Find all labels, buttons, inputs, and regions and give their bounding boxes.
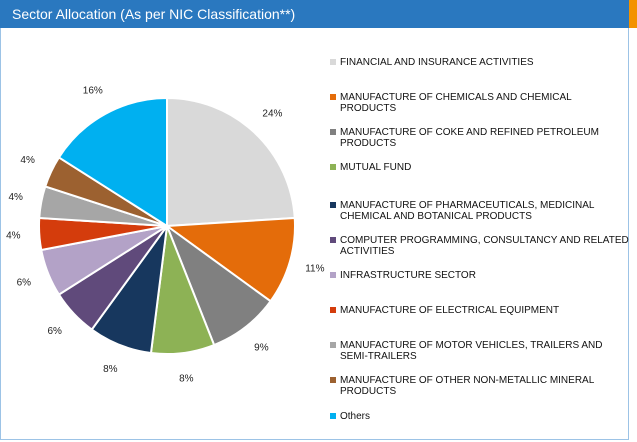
- legend-label: MANUFACTURE OF COKE AND REFINED PETROLEU…: [340, 127, 599, 149]
- legend-label: MANUFACTURE OF MOTOR VEHICLES, TRAILERS …: [340, 340, 603, 362]
- legend-swatch: [330, 307, 336, 313]
- data-label: 4%: [9, 192, 24, 203]
- legend-label: MUTUAL FUND: [340, 162, 412, 173]
- legend-swatch: [330, 202, 336, 208]
- legend-item: MANUFACTURE OF MOTOR VEHICLES, TRAILERS …: [330, 340, 630, 362]
- legend-swatch: [330, 164, 336, 170]
- legend-label: MANUFACTURE OF ELECTRICAL EQUIPMENT: [340, 305, 560, 316]
- data-label: 9%: [254, 342, 269, 353]
- legend-item: MUTUAL FUND: [330, 162, 630, 173]
- chart-title: Sector Allocation (As per NIC Classifica…: [12, 6, 296, 22]
- data-label: 6%: [48, 326, 63, 337]
- legend-item: MANUFACTURE OF CHEMICALS AND CHEMICAL PR…: [330, 92, 630, 114]
- legend-item: Others: [330, 411, 630, 422]
- legend-label: Others: [340, 411, 371, 422]
- legend-label: FINANCIAL AND INSURANCE ACTIVITIES: [340, 57, 534, 68]
- legend-item: MANUFACTURE OF ELECTRICAL EQUIPMENT: [330, 305, 630, 316]
- pie-slice: [166, 96, 296, 228]
- data-label: 8%: [103, 364, 118, 375]
- panel-header: Sector Allocation (As per NIC Classifica…: [0, 0, 629, 28]
- data-label: 8%: [179, 373, 194, 384]
- pie-slice: [57, 96, 168, 228]
- legend-label: MANUFACTURE OF PHARMACEUTICALS, MEDICINA…: [340, 200, 595, 222]
- legend-item: FINANCIAL AND INSURANCE ACTIVITIES: [330, 57, 630, 68]
- data-label: 11%: [305, 264, 324, 275]
- legend-item: COMPUTER PROGRAMMING, CONSULTANCY AND RE…: [330, 235, 630, 257]
- pie-slice: [164, 216, 296, 303]
- legend-swatch: [330, 342, 336, 348]
- legend-swatch: [330, 413, 336, 419]
- legend-item: INFRASTRUCTURE SECTOR: [330, 270, 630, 281]
- legend-label: MANUFACTURE OF OTHER NON-METALLIC MINERA…: [340, 375, 594, 397]
- data-label: 16%: [83, 86, 103, 97]
- legend-item: MANUFACTURE OF PHARMACEUTICALS, MEDICINA…: [330, 200, 630, 222]
- header-accent: [629, 0, 637, 28]
- data-label: 6%: [17, 277, 32, 288]
- legend-swatch: [330, 129, 336, 135]
- legend-item: MANUFACTURE OF OTHER NON-METALLIC MINERA…: [330, 375, 630, 397]
- legend-swatch: [330, 272, 336, 278]
- legend-label: INFRASTRUCTURE SECTOR: [340, 270, 476, 281]
- legend-label: COMPUTER PROGRAMMING, CONSULTANCY AND RE…: [340, 235, 629, 257]
- legend-item: MANUFACTURE OF COKE AND REFINED PETROLEU…: [330, 127, 630, 149]
- data-label: 4%: [6, 230, 21, 241]
- legend-swatch: [330, 59, 336, 65]
- legend-swatch: [330, 237, 336, 243]
- data-label: 4%: [20, 155, 35, 166]
- legend-swatch: [330, 377, 336, 383]
- legend-label: MANUFACTURE OF CHEMICALS AND CHEMICAL PR…: [340, 92, 572, 114]
- legend-swatch: [330, 94, 336, 100]
- data-label: 24%: [262, 108, 282, 119]
